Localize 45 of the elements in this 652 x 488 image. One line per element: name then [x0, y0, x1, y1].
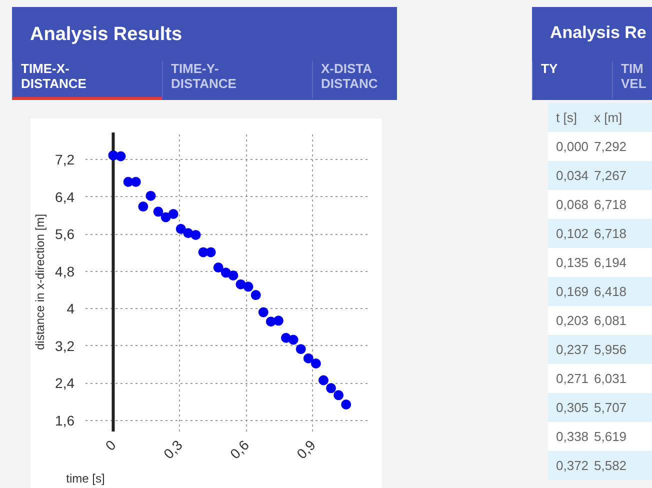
point — [190, 230, 201, 240]
x-tick-label: 0,3 — [160, 436, 186, 462]
point — [334, 390, 344, 400]
point — [228, 270, 238, 280]
point — [168, 209, 178, 219]
point — [273, 316, 284, 326]
point — [160, 212, 171, 222]
text: TIM VEL — [612, 61, 652, 100]
chart-title: Analysis Results — [30, 23, 182, 47]
point — [138, 202, 148, 212]
point — [303, 353, 314, 364]
point — [116, 151, 126, 162]
y-tick-label: 1,6 — [55, 412, 75, 428]
y-tick-label: 4 — [66, 300, 75, 317]
point — [310, 358, 321, 368]
point — [326, 383, 336, 394]
text: Analysis Re — [550, 22, 646, 44]
point — [206, 247, 216, 258]
y-tick-label: 3,2 — [55, 338, 75, 354]
point — [296, 344, 306, 354]
point — [243, 282, 254, 292]
text: TIME-Y- DISTANCE — [162, 61, 312, 100]
point — [153, 206, 164, 217]
x-axis-title: time [s] — [66, 471, 105, 486]
y-tick-label: 6,4 — [55, 188, 75, 205]
point — [250, 290, 261, 300]
x-tick-label: 0,6 — [226, 436, 252, 462]
text: TIME-X- DISTANCE — [12, 61, 162, 100]
y-tick-label: 7,2 — [55, 152, 75, 168]
y-tick-label: 5,6 — [55, 226, 75, 242]
point — [288, 334, 298, 345]
x-tick-label: 0 — [102, 436, 120, 454]
x-tick-label: 0,9 — [293, 436, 319, 462]
point — [258, 307, 268, 318]
point — [146, 190, 156, 201]
text: X-DISTA DISTANC — [320, 61, 379, 93]
point — [318, 375, 328, 386]
y-axis-title: distance in x-direction [m] — [33, 214, 48, 350]
point — [341, 399, 352, 410]
point — [176, 224, 186, 234]
y-tick-label: 4,8 — [55, 263, 75, 280]
point — [130, 176, 141, 187]
y-tick-label: 2,4 — [55, 375, 75, 392]
point — [213, 262, 224, 273]
text: TY — [532, 61, 612, 100]
